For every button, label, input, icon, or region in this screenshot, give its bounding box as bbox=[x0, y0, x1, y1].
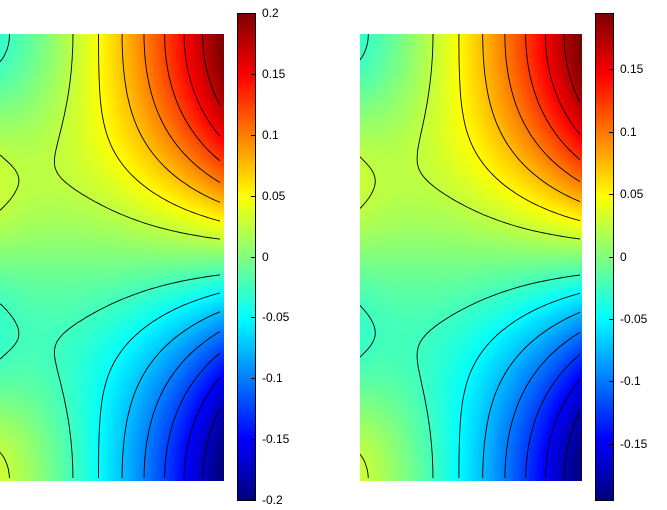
heatmap-right bbox=[360, 34, 582, 481]
heatmap-left-contours bbox=[0, 34, 221, 479]
colorbar-tick-label: -0.1 bbox=[620, 374, 641, 388]
colorbar-tick-label: 0.15 bbox=[620, 62, 644, 76]
contour-line-2 bbox=[164, 352, 221, 479]
contour-line-3 bbox=[143, 331, 221, 479]
colorbar-tickmark bbox=[609, 381, 614, 382]
colorbar-right-gradient bbox=[596, 14, 613, 500]
colorbar-tickmark bbox=[251, 74, 256, 75]
colorbar-tickmark bbox=[251, 13, 256, 14]
contour-line-11 bbox=[525, 34, 581, 161]
contour-line-0 bbox=[202, 408, 221, 479]
contour-line-9 bbox=[121, 34, 221, 203]
contour-line-7 bbox=[0, 34, 221, 479]
colorbar-tick-label: -0.15 bbox=[620, 437, 648, 451]
colorbar-tickmark bbox=[609, 319, 614, 320]
contour-line-13 bbox=[202, 34, 221, 106]
colorbar-tickmark bbox=[609, 257, 614, 258]
colorbar-tick-label: 0 bbox=[620, 250, 627, 264]
contour-line-10 bbox=[143, 34, 221, 183]
colorbar-tickmark bbox=[251, 257, 256, 258]
colorbar-tickmark bbox=[251, 500, 256, 501]
colorbar-tick-label: -0.1 bbox=[262, 371, 283, 385]
contour-line-7 bbox=[360, 34, 581, 479]
colorbar-tick-label: -0.2 bbox=[262, 493, 283, 507]
colorbar-tickmark bbox=[251, 135, 256, 136]
colorbar-tickmark bbox=[609, 444, 614, 445]
contour-line-5 bbox=[458, 292, 581, 478]
colorbar-tick-label: 0.05 bbox=[620, 187, 644, 201]
contour-line-6 bbox=[0, 34, 221, 478]
colorbar-tick-label: 0.2 bbox=[262, 6, 279, 20]
colorbar-tick-label: 0.05 bbox=[262, 189, 286, 203]
colorbar-tick-label: 0.1 bbox=[262, 128, 279, 142]
colorbar-tickmark bbox=[251, 317, 256, 318]
heatmap-right-field bbox=[360, 34, 582, 481]
contour-line-8 bbox=[458, 34, 581, 222]
contour-line-10 bbox=[504, 34, 581, 182]
contour-line-6 bbox=[360, 34, 581, 479]
contour-line-1 bbox=[183, 377, 221, 479]
colorbar-tick-label: -0.05 bbox=[620, 312, 648, 326]
contour-line-5 bbox=[98, 292, 221, 478]
contour-line-2 bbox=[525, 353, 581, 479]
contour-line-13 bbox=[563, 34, 581, 103]
colorbar-tickmark bbox=[609, 132, 614, 133]
contour-line-4 bbox=[121, 311, 221, 478]
contour-line-12 bbox=[183, 34, 221, 137]
contour-line-9 bbox=[482, 34, 581, 203]
heatmap-right-contours bbox=[360, 34, 581, 479]
contour-line-8 bbox=[98, 34, 221, 222]
colorbar-tickmark bbox=[251, 439, 256, 440]
contour-line-1 bbox=[544, 379, 581, 479]
heatmap-left bbox=[0, 34, 224, 481]
colorbar-tickmark bbox=[251, 378, 256, 379]
colorbar-tick-label: 0.1 bbox=[620, 125, 637, 139]
colorbar-tick-label: 0.15 bbox=[262, 67, 286, 81]
colorbar-left-gradient bbox=[238, 14, 255, 500]
colorbar-tick-label: 0 bbox=[262, 250, 269, 264]
contour-line-11 bbox=[164, 34, 221, 162]
heatmap-left-field bbox=[0, 34, 224, 481]
colorbar-tickmark bbox=[609, 194, 614, 195]
contour-line-0 bbox=[563, 411, 581, 479]
colorbar-tick-label: -0.15 bbox=[262, 432, 290, 446]
colorbar-tickmark bbox=[251, 196, 256, 197]
colorbar-tick-label: -0.05 bbox=[262, 310, 290, 324]
contour-line-12 bbox=[544, 34, 581, 135]
colorbar-tickmark bbox=[609, 69, 614, 70]
contour-line-3 bbox=[504, 332, 581, 478]
contour-line-4 bbox=[482, 311, 581, 478]
